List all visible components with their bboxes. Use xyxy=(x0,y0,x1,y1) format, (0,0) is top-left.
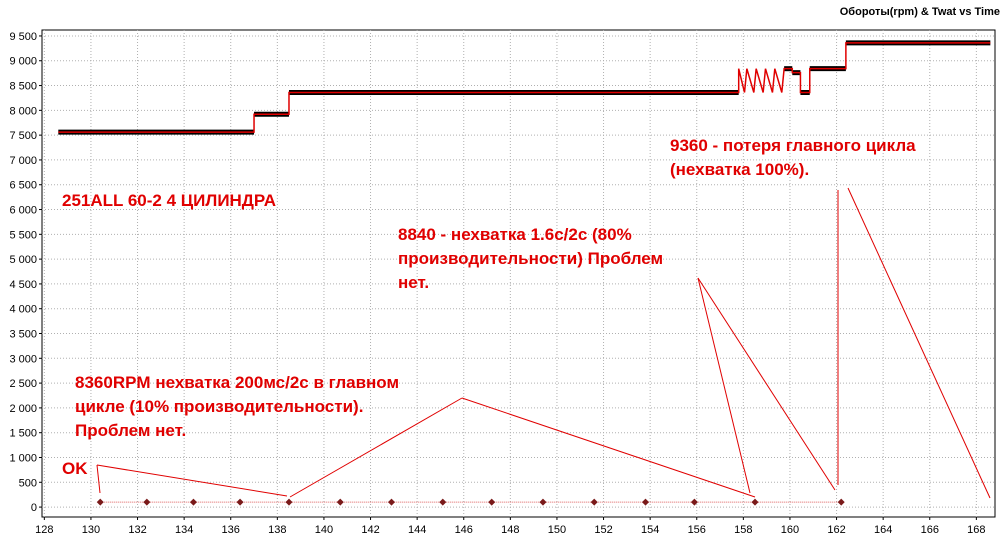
x-tick-label: 144 xyxy=(408,524,426,536)
x-tick-label: 146 xyxy=(455,524,473,536)
y-tick-label: 500 xyxy=(19,477,37,489)
twat-point xyxy=(751,498,759,506)
y-tick-label: 6 000 xyxy=(9,205,37,217)
y-tick-label: 2 500 xyxy=(9,378,37,390)
callout-line xyxy=(96,464,288,497)
callout-line xyxy=(847,187,991,499)
y-tick-label: 4 000 xyxy=(9,304,37,316)
annotation: производительности) Проблем xyxy=(398,249,663,268)
x-tick-label: 158 xyxy=(734,524,752,536)
twat-point xyxy=(96,498,104,506)
x-tick-label: 154 xyxy=(641,524,659,536)
y-tick-label: 1 000 xyxy=(9,452,37,464)
x-tick-label: 162 xyxy=(827,524,845,536)
twat-point xyxy=(539,498,547,506)
x-tick-label: 148 xyxy=(501,524,519,536)
twat-point xyxy=(189,498,197,506)
twat-point xyxy=(690,498,698,506)
twat-point xyxy=(336,498,344,506)
twat-point xyxy=(143,498,151,506)
x-tick-label: 168 xyxy=(967,524,985,536)
x-tick-label: 156 xyxy=(688,524,706,536)
x-tick-label: 150 xyxy=(548,524,566,536)
y-tick-label: 5 000 xyxy=(9,254,37,266)
twat-point xyxy=(590,498,598,506)
callout-line xyxy=(697,277,836,491)
annotation: цикле (10% производительности). xyxy=(75,397,363,416)
x-tick-label: 132 xyxy=(128,524,146,536)
y-tick-label: 7 500 xyxy=(9,130,37,142)
x-tick-label: 164 xyxy=(874,524,892,536)
x-tick-label: 136 xyxy=(222,524,240,536)
twat-point xyxy=(236,498,244,506)
annotation: нет. xyxy=(398,273,429,292)
annotation: (нехватка 100%). xyxy=(670,160,809,179)
annotation: Проблем нет. xyxy=(75,421,186,440)
y-tick-label: 3 000 xyxy=(9,353,37,365)
annotation: 8360RPM нехватка 200мс/2с в главном xyxy=(75,373,399,392)
x-tick-label: 130 xyxy=(82,524,100,536)
x-tick-label: 166 xyxy=(921,524,939,536)
twat-point xyxy=(439,498,447,506)
x-tick-label: 152 xyxy=(594,524,612,536)
y-tick-label: 0 xyxy=(31,502,37,514)
y-tick-label: 8 500 xyxy=(9,81,37,93)
y-tick-label: 6 500 xyxy=(9,180,37,192)
x-tick-label: 128 xyxy=(35,524,53,536)
callout-line xyxy=(289,397,463,498)
twat-point xyxy=(388,498,396,506)
x-tick-label: 138 xyxy=(268,524,286,536)
annotation: 251ALL 60-2 4 ЦИЛИНДРА xyxy=(62,191,276,210)
annotation: OK xyxy=(62,459,88,478)
x-tick-label: 142 xyxy=(361,524,379,536)
annotation: 9360 - потеря главного цикла xyxy=(670,136,916,155)
twat-point xyxy=(488,498,496,506)
callout-line xyxy=(461,397,756,498)
annotation: 8840 - нехватка 1.6с/2с (80% xyxy=(398,225,632,244)
callout-line xyxy=(96,464,101,494)
x-tick-label: 160 xyxy=(781,524,799,536)
y-tick-label: 5 500 xyxy=(9,229,37,241)
twat-point xyxy=(837,498,845,506)
plot-area xyxy=(41,29,996,518)
chart-title: Обороты(rpm) & Twat vs Time xyxy=(840,6,1000,18)
twat-point xyxy=(285,498,293,506)
x-tick-label: 140 xyxy=(315,524,333,536)
y-tick-label: 3 500 xyxy=(9,329,37,341)
y-tick-label: 4 500 xyxy=(9,279,37,291)
y-tick-label: 9 000 xyxy=(9,56,37,68)
rpm-line xyxy=(58,42,991,133)
y-tick-label: 1 500 xyxy=(9,428,37,440)
y-tick-label: 2 000 xyxy=(9,403,37,415)
y-tick-label: 7 000 xyxy=(9,155,37,167)
y-tick-label: 9 500 xyxy=(9,31,37,43)
callout-line xyxy=(697,277,751,494)
x-tick-label: 134 xyxy=(175,524,193,536)
y-tick-label: 8 000 xyxy=(9,105,37,117)
twat-point xyxy=(641,498,649,506)
